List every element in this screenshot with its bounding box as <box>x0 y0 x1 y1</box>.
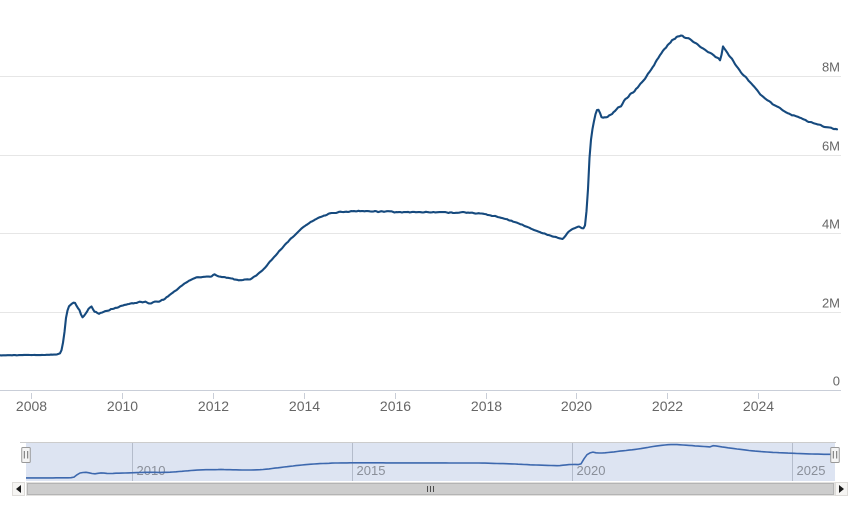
drag-handle-icon <box>21 447 31 463</box>
grip-lines-icon <box>427 486 428 492</box>
y-axis-label: 6M <box>822 139 840 154</box>
grip-lines-icon <box>433 486 434 492</box>
left-arrow-icon <box>16 485 21 493</box>
navigator-mask[interactable] <box>26 443 835 481</box>
scrollbar-right-button[interactable] <box>835 482 848 496</box>
drag-handle-icon <box>830 447 840 463</box>
scrollbar-thumb[interactable] <box>27 483 834 495</box>
y-axis-label: 8M <box>822 60 840 75</box>
y-axis-label: 0 <box>833 374 840 389</box>
grip-lines-icon <box>430 486 431 492</box>
x-axis-ticks <box>31 393 759 399</box>
navigator-handle-left[interactable] <box>21 447 31 463</box>
y-axis-label: 2M <box>822 296 840 311</box>
y-gridlines <box>0 76 841 391</box>
series-line <box>0 34 839 357</box>
plot-area[interactable] <box>0 0 841 392</box>
navigator-axis-label: 2010 <box>137 463 166 478</box>
navigator-series-line <box>26 443 833 479</box>
navigator-axis-label: 2020 <box>577 463 606 478</box>
x-axis-label: 2008 <box>16 398 47 414</box>
x-axis-label: 2016 <box>380 398 411 414</box>
main-chart: 0 2M 4M 6M 8M 2008 2010 2012 2014 2016 2018 2020 202… <box>0 0 841 414</box>
scrollbar <box>0 482 868 496</box>
scrollbar-track[interactable] <box>26 482 835 496</box>
x-axis-labels: 2008 2010 2012 2014 2016 2018 2020 2022 2024 <box>16 398 774 414</box>
x-axis-label: 2012 <box>198 398 229 414</box>
scrollbar-left-button[interactable] <box>12 482 25 496</box>
navigator-axis-label: 2025 <box>797 463 826 478</box>
x-axis-label: 2022 <box>652 398 683 414</box>
x-axis-label: 2024 <box>743 398 774 414</box>
right-arrow-icon <box>839 485 844 493</box>
y-axis-labels: 0 2M 4M 6M 8M <box>822 60 840 389</box>
x-axis-label: 2018 <box>471 398 502 414</box>
x-axis-label: 2010 <box>107 398 138 414</box>
x-axis-label: 2014 <box>289 398 320 414</box>
navigator-axis-label: 2015 <box>357 463 386 478</box>
navigator: 2010 2015 2020 2025 <box>20 442 840 481</box>
y-axis-label: 4M <box>822 217 840 232</box>
navigator-handle-right[interactable] <box>830 447 840 463</box>
x-axis-label: 2020 <box>561 398 592 414</box>
